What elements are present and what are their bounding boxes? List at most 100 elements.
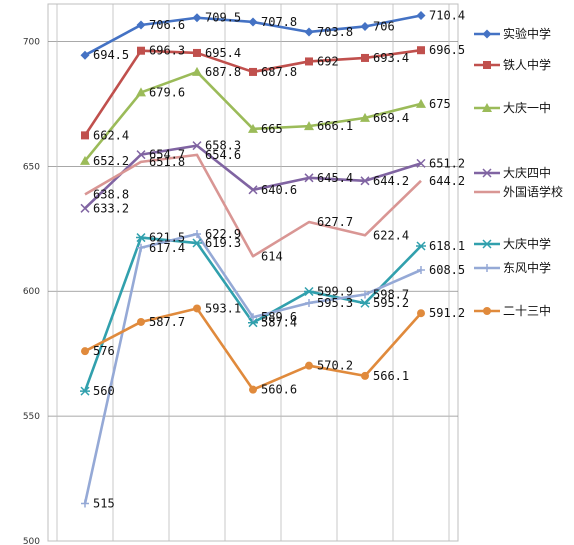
data-point-marker	[80, 50, 90, 60]
data-label: 654.6	[205, 148, 241, 162]
data-point-marker	[305, 57, 313, 66]
data-point-marker	[192, 238, 202, 248]
data-label: 709.5	[205, 11, 241, 25]
data-point-marker	[192, 13, 202, 23]
data-point-marker	[305, 298, 313, 307]
data-label: 515	[93, 497, 115, 511]
data-point-marker	[248, 318, 258, 328]
data-label: 669.4	[373, 111, 409, 125]
data-label: 614	[261, 249, 283, 263]
data-point-marker	[136, 150, 146, 160]
data-label: 560	[93, 384, 115, 398]
data-label: 652.2	[93, 154, 129, 168]
data-point-marker	[360, 21, 370, 31]
data-point-marker	[360, 176, 370, 186]
y-tick-label: 550	[23, 412, 40, 422]
data-point-marker	[360, 112, 370, 122]
data-label: 707.8	[261, 15, 297, 29]
data-point-marker	[417, 266, 425, 275]
data-label: 595.2	[373, 296, 409, 310]
data-label: 692	[317, 54, 339, 68]
data-label: 703.8	[317, 25, 353, 39]
data-point-marker	[248, 17, 258, 27]
y-axis: 500 550 600 650 700	[23, 37, 40, 545]
legend-label: 大庆一中	[503, 100, 551, 115]
data-label: 644.2	[429, 174, 465, 188]
data-point-marker	[193, 230, 201, 239]
data-label: 576	[93, 344, 115, 358]
data-label: 621.5	[149, 231, 185, 245]
data-label: 710.4	[429, 8, 465, 22]
data-point-marker	[249, 313, 257, 322]
data-label: 644.2	[373, 174, 409, 188]
data-point-marker	[136, 233, 146, 243]
data-point-marker	[416, 98, 426, 108]
gridlines	[48, 4, 458, 541]
data-label: 651.2	[429, 156, 465, 170]
data-label: 618.1	[429, 239, 465, 253]
data-point-marker	[361, 290, 369, 299]
data-label: 687.8	[261, 65, 297, 79]
data-point-marker	[482, 29, 492, 39]
data-point-marker	[304, 286, 314, 297]
data-point-marker	[483, 61, 491, 69]
data-label: 696.5	[429, 43, 465, 57]
data-point-marker	[482, 103, 492, 112]
plot-area	[47, 3, 459, 542]
data-point-marker	[483, 264, 491, 272]
data-label: 693.4	[373, 51, 409, 65]
data-label: 706	[373, 19, 395, 33]
data-labels: 694.5 706.6 709.5 707.8 703.8 706 710.4 662.4 69…	[93, 8, 465, 510]
data-label: 658.3	[205, 139, 241, 153]
data-point-marker	[193, 304, 201, 313]
data-label: 566.1	[373, 369, 409, 383]
data-label: 696.3	[149, 44, 185, 58]
data-label: 560.6	[261, 383, 297, 397]
legend-label: 实验中学	[503, 26, 551, 41]
data-point-marker	[482, 239, 492, 249]
series-line	[84, 153, 422, 258]
data-label: 645.4	[317, 171, 353, 185]
data-point-marker	[136, 20, 146, 30]
data-point-marker	[416, 241, 426, 251]
data-point-marker	[81, 347, 89, 356]
data-label: 640.6	[261, 183, 297, 197]
data-label: 591.2	[429, 306, 465, 320]
data-label: 687.8	[205, 65, 241, 79]
y-tick-label: 650	[23, 162, 40, 172]
data-label: 627.7	[317, 215, 353, 229]
data-label: 666.1	[317, 119, 353, 133]
data-label: 622.4	[373, 228, 409, 242]
data-label: 589.6	[261, 310, 297, 324]
data-label: 651.8	[149, 155, 185, 169]
y-tick-label: 600	[23, 287, 40, 297]
data-point-marker	[361, 371, 369, 380]
data-label: 622.9	[205, 227, 241, 241]
data-point-marker	[249, 67, 257, 76]
data-point-marker	[417, 309, 425, 318]
series-markers	[80, 10, 426, 508]
data-point-marker	[305, 361, 313, 370]
data-point-marker	[483, 307, 491, 315]
data-point-marker	[192, 66, 202, 76]
data-label: 675	[429, 97, 451, 111]
data-point-marker	[416, 10, 426, 20]
data-label: 694.5	[93, 48, 129, 62]
data-point-marker	[304, 173, 314, 183]
data-label: 619.3	[205, 236, 241, 250]
data-point-marker	[137, 317, 145, 326]
data-label: 587.4	[261, 316, 297, 330]
data-label: 608.5	[429, 263, 465, 277]
data-point-marker	[137, 46, 145, 55]
data-point-marker	[81, 499, 89, 508]
data-label: 665	[261, 122, 283, 136]
data-point-marker	[304, 27, 314, 37]
data-point-marker	[482, 168, 492, 178]
data-point-marker	[304, 121, 314, 131]
y-tick-label: 700	[23, 37, 40, 47]
data-point-marker	[80, 203, 90, 213]
data-point-marker	[193, 48, 201, 57]
data-point-marker	[416, 158, 426, 168]
data-point-marker	[192, 141, 202, 151]
